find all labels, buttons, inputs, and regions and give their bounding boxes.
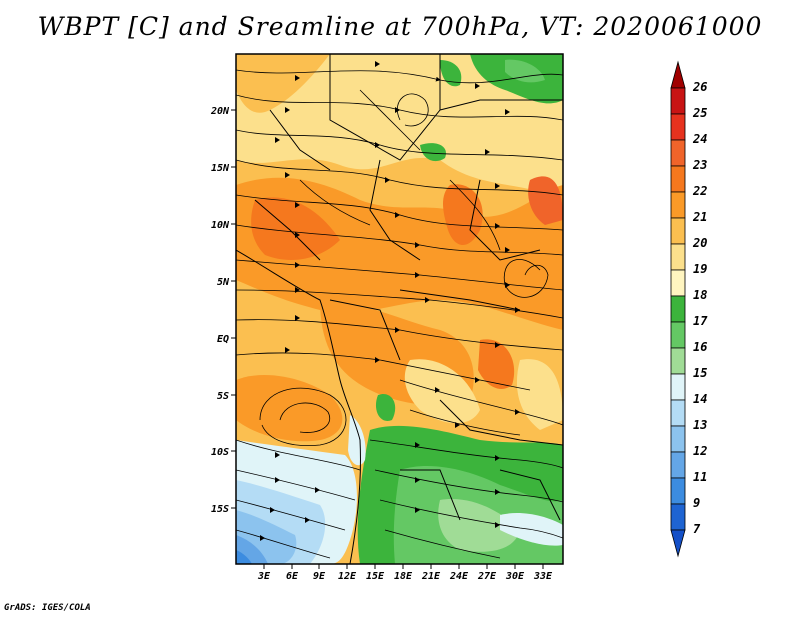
lon-label: 24E (449, 571, 469, 582)
colorbar-label: 7 (693, 522, 701, 536)
colorbar-segment (670, 217, 686, 245)
lat-label: 20N (210, 106, 230, 117)
lon-label: 33E (533, 571, 553, 582)
colorbar-segment (670, 321, 686, 349)
lon-label: 27E (477, 571, 497, 582)
colorbar-segment (670, 269, 686, 297)
colorbar-label: 9 (693, 496, 700, 510)
lat-label: 5N (217, 277, 230, 288)
colorbar (670, 60, 686, 558)
lat-label: EQ (217, 334, 229, 345)
colorbar-segment (670, 347, 686, 375)
colorbar-label: 21 (692, 210, 707, 224)
chart-title: WBPT [C] and Sreamline at 700hPa, VT: 20… (37, 12, 763, 41)
wbpt-field-23 (528, 176, 563, 225)
colorbar-segment (670, 139, 686, 167)
credit-label: GrADS: IGES/COLA (4, 603, 91, 613)
colorbar-segment (670, 399, 686, 427)
lon-label: 18E (394, 571, 413, 582)
colorbar-label: 12 (693, 444, 707, 458)
wbpt-field-19 (236, 54, 563, 200)
colorbar-label: 14 (693, 392, 707, 406)
lon-label: 12E (338, 571, 357, 582)
colorbar-labels: 26 25 24 23 22 21 20 19 18 17 16 15 14 1… (692, 80, 708, 536)
lon-label: 21E (421, 571, 441, 582)
colorbar-segment (670, 529, 686, 558)
colorbar-segment (670, 425, 686, 453)
colorbar-label: 26 (692, 80, 707, 94)
lon-label: 3E (257, 571, 271, 582)
axis-ticks (231, 109, 544, 569)
longitude-labels: 3E 6E 9E 12E 15E 18E 21E 24E 27E 30E 33E (257, 571, 553, 582)
lat-label: 5S (217, 391, 229, 402)
colorbar-label: 24 (692, 132, 707, 146)
country-borders (236, 54, 563, 564)
colorbar-segment (670, 373, 686, 401)
streamlines (236, 69, 563, 559)
colorbar-label: 11 (693, 470, 707, 484)
map-plot-area (236, 54, 563, 564)
colorbar-segment (670, 295, 686, 323)
lon-label: 15E (366, 571, 385, 582)
latitude-labels: 20N 15N 10N 5N EQ 5S 10S 15S (210, 106, 230, 515)
wbpt-field-22a (251, 197, 340, 260)
colorbar-label: 19 (693, 262, 707, 276)
colorbar-segment (670, 503, 686, 531)
colorbar-segment (670, 191, 686, 219)
colorbar-label: 20 (692, 236, 707, 250)
colorbar-label: 15 (693, 366, 707, 380)
colorbar-segment (670, 60, 686, 89)
lat-label: 15S (211, 504, 229, 515)
colorbar-label: 25 (692, 106, 707, 120)
map-frame (235, 53, 564, 565)
colorbar-label: 13 (693, 418, 707, 432)
colorbar-label: 22 (692, 184, 707, 198)
wbpt-field-22b (443, 184, 483, 245)
lat-label: 15N (211, 163, 230, 174)
colorbar-segment (670, 477, 686, 505)
lat-label: 10S (211, 447, 229, 458)
colorbar-segment (670, 87, 686, 115)
colorbar-segment (670, 451, 686, 479)
lon-label: 9E (313, 571, 326, 582)
colorbar-segment (670, 165, 686, 193)
colorbar-label: 17 (693, 314, 708, 328)
streamline-arrows (260, 61, 520, 541)
colorbar-label: 16 (693, 340, 707, 354)
lat-label: 10N (211, 220, 230, 231)
colorbar-segment (670, 113, 686, 141)
lon-label: 30E (505, 571, 525, 582)
colorbar-segment (670, 243, 686, 271)
colorbar-label: 18 (693, 288, 707, 302)
colorbar-label: 23 (692, 158, 707, 172)
lon-label: 6E (286, 571, 299, 582)
